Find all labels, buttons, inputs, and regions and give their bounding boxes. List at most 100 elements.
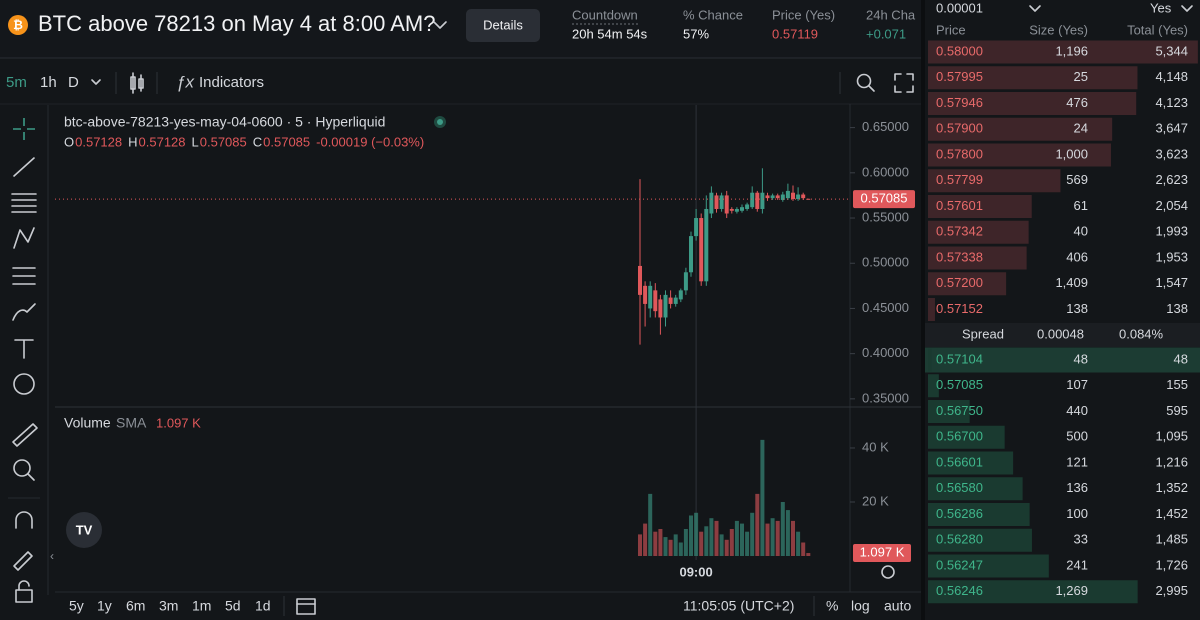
book-size: 121: [1066, 454, 1088, 469]
range-button[interactable]: 1d: [255, 598, 271, 614]
text-tool[interactable]: [14, 339, 34, 359]
collapse-toolbar[interactable]: ‹: [50, 549, 54, 563]
book-size: 440: [1066, 403, 1088, 418]
range-button[interactable]: 1y: [97, 598, 112, 614]
outcome-chevron[interactable]: [1181, 5, 1193, 12]
brush-tool[interactable]: [12, 303, 36, 321]
candle-body: [806, 198, 811, 200]
book-price[interactable]: 0.57946: [936, 95, 983, 110]
chart: 0.35000 0.40000 0.45000 0.50000 0.55000 0.600…: [55, 105, 915, 579]
title-chevron[interactable]: [433, 21, 447, 29]
volume-bar: [755, 493, 760, 556]
book-price[interactable]: 0.56750: [936, 403, 983, 418]
scale-option[interactable]: auto: [884, 598, 911, 614]
candle-body: [694, 218, 699, 237]
book-price[interactable]: 0.57104: [936, 351, 983, 366]
scale-option[interactable]: %: [826, 598, 838, 614]
projection-tool[interactable]: [12, 267, 36, 285]
depth-bar: [928, 528, 1032, 552]
candle-body: [704, 208, 709, 282]
book-size: 33: [1074, 532, 1088, 547]
zoom-tool[interactable]: [13, 459, 35, 481]
ohlc-key: C: [253, 134, 262, 149]
book-total: 4,123: [1155, 95, 1188, 110]
volume-bar: [694, 512, 699, 556]
range-button[interactable]: 5d: [225, 598, 241, 614]
x-tick-label: 09:00: [679, 564, 712, 579]
interval-button[interactable]: 5m: [6, 74, 27, 91]
fib-tool[interactable]: [11, 193, 37, 213]
interval-chevron[interactable]: [91, 79, 101, 85]
date-range-icon[interactable]: [296, 598, 316, 615]
book-price[interactable]: 0.57200: [936, 275, 983, 290]
book-total: 1,993: [1155, 224, 1188, 239]
book-price[interactable]: 0.57601: [936, 198, 983, 213]
y-tick-label: 0.60000: [862, 164, 909, 179]
settings-icon[interactable]: [881, 565, 895, 579]
ruler-tool[interactable]: [12, 423, 38, 447]
emoji-tool[interactable]: [13, 373, 35, 395]
tick-chevron[interactable]: [1029, 5, 1041, 12]
book-price[interactable]: 0.58000: [936, 43, 983, 58]
volume-bar: [729, 528, 734, 556]
book-price[interactable]: 0.57342: [936, 224, 983, 239]
column-header: Size (Yes): [1029, 22, 1088, 37]
depth-bar: [928, 298, 935, 321]
candle-body: [791, 192, 795, 200]
book-price[interactable]: 0.56700: [936, 429, 983, 444]
candle-body: [780, 194, 785, 200]
crosshair-tool[interactable]: [13, 118, 35, 140]
book-size: 40: [1074, 224, 1088, 239]
volume-bar: [668, 539, 673, 556]
depth-bar: [928, 66, 1138, 90]
range-button[interactable]: 3m: [159, 598, 178, 614]
tv-logo[interactable]: [66, 512, 102, 548]
range-button[interactable]: 6m: [126, 598, 145, 614]
lock-tool[interactable]: [15, 580, 33, 603]
candle-type-icon[interactable]: [130, 72, 144, 94]
book-price[interactable]: 0.57085: [936, 377, 983, 392]
depth-bar: [928, 272, 1007, 296]
range-button[interactable]: 5y: [69, 598, 84, 614]
pattern-tool[interactable]: [13, 227, 35, 249]
volume-bar: [658, 528, 663, 556]
scale-option[interactable]: log: [851, 598, 870, 614]
book-price[interactable]: 0.56247: [936, 557, 983, 572]
range-button[interactable]: 1m: [192, 598, 211, 614]
book-price[interactable]: 0.57800: [936, 146, 983, 161]
book-price[interactable]: 0.57900: [936, 121, 983, 136]
details-label[interactable]: Details: [483, 17, 523, 32]
book-price[interactable]: 0.57338: [936, 249, 983, 264]
lock-drawing-tool[interactable]: [13, 551, 33, 571]
book-price[interactable]: 0.56601: [936, 454, 983, 469]
book-price[interactable]: 0.57995: [936, 69, 983, 84]
candle-body: [709, 192, 714, 214]
book-price[interactable]: 0.56246: [936, 583, 983, 598]
depth-bar: [928, 451, 1014, 475]
book-price[interactable]: 0.56280: [936, 532, 983, 547]
book-total: 155: [1166, 377, 1188, 392]
magnet-tool[interactable]: [15, 511, 33, 529]
book-size: 569: [1066, 172, 1088, 187]
tick-size[interactable]: 0.00001: [936, 0, 983, 15]
volume-bar: [791, 520, 795, 556]
book-price[interactable]: 0.57799: [936, 172, 983, 187]
outcome-select[interactable]: Yes: [1150, 0, 1172, 15]
row-highlight: [925, 347, 1200, 373]
column-header: Total (Yes): [1127, 22, 1188, 37]
fx-icon[interactable]: ƒx: [176, 72, 194, 91]
interval-button[interactable]: D: [68, 74, 79, 91]
y-tick-label: 0.40000: [862, 345, 909, 360]
interval-button[interactable]: 1h: [40, 74, 57, 91]
sma-value: 1.097 K: [156, 415, 201, 430]
indicators-button[interactable]: Indicators: [199, 74, 264, 91]
order-book: Price Size (Yes) Total (Yes) 0.58000 1,196 5,…: [925, 22, 1200, 604]
trend-line-tool[interactable]: [13, 157, 35, 177]
details-button[interactable]: [466, 9, 540, 42]
book-price[interactable]: 0.56580: [936, 480, 983, 495]
fullscreen-icon[interactable]: [894, 73, 914, 93]
search-icon[interactable]: [856, 73, 875, 92]
candle-body: [643, 285, 648, 304]
book-price[interactable]: 0.56286: [936, 506, 983, 521]
book-price[interactable]: 0.57152: [936, 301, 983, 316]
